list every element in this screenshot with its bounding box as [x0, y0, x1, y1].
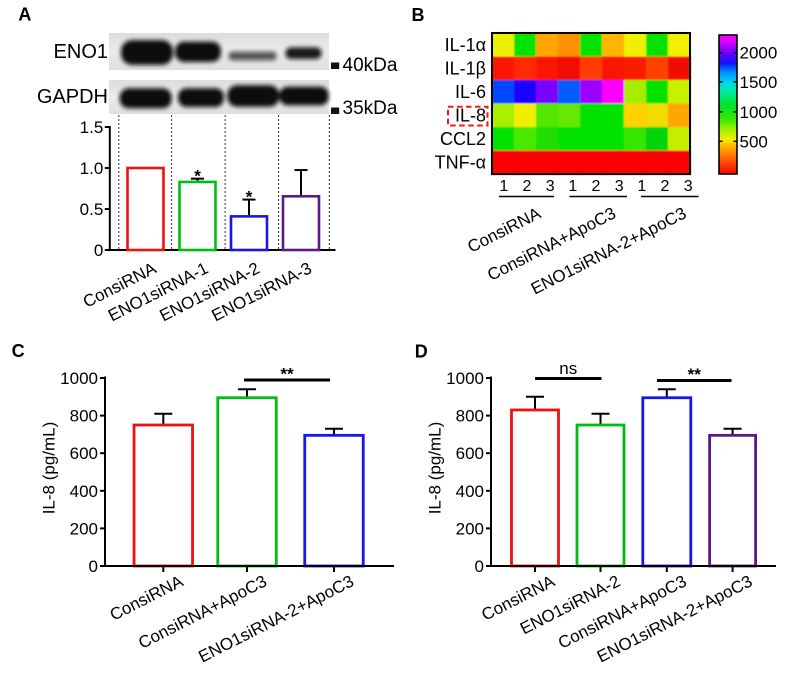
svg-text:500: 500	[740, 132, 768, 151]
svg-text:ENO1: ENO1	[54, 41, 108, 63]
svg-text:200: 200	[456, 519, 484, 538]
svg-text:C: C	[12, 341, 25, 361]
svg-text:**: **	[688, 365, 702, 384]
svg-text:1: 1	[568, 178, 577, 195]
svg-text:TNF-α: TNF-α	[435, 152, 486, 172]
svg-text:1500: 1500	[740, 73, 778, 92]
svg-text:0.5: 0.5	[80, 200, 104, 219]
svg-text:1: 1	[637, 178, 646, 195]
svg-text:*: *	[246, 188, 253, 207]
svg-text:3: 3	[546, 178, 555, 195]
svg-text:3: 3	[615, 178, 624, 195]
svg-text:D: D	[415, 342, 428, 362]
svg-text:2: 2	[592, 178, 601, 195]
svg-text:CCL2: CCL2	[440, 129, 486, 149]
svg-text:1.5: 1.5	[80, 118, 104, 137]
svg-text:200: 200	[70, 519, 98, 538]
svg-text:IL-6: IL-6	[455, 82, 486, 102]
svg-text:IL-8: IL-8	[455, 105, 486, 125]
svg-text:B: B	[412, 5, 425, 25]
svg-text:2: 2	[661, 178, 670, 195]
svg-text:**: **	[280, 365, 294, 384]
svg-text:IL-1β: IL-1β	[445, 58, 486, 78]
svg-text:1000: 1000	[60, 369, 98, 388]
svg-text:0: 0	[475, 557, 484, 576]
svg-text:3: 3	[684, 178, 693, 195]
svg-text:1000: 1000	[740, 103, 778, 122]
svg-text:1000: 1000	[446, 369, 484, 388]
svg-text:400: 400	[70, 482, 98, 501]
svg-text:IL-8 (pg/mL): IL-8 (pg/mL)	[426, 422, 445, 515]
svg-text:*: *	[194, 167, 201, 186]
svg-text:0: 0	[94, 241, 103, 260]
svg-text:40kDa: 40kDa	[343, 55, 398, 76]
svg-text:IL-1α: IL-1α	[445, 35, 486, 55]
svg-text:2: 2	[523, 178, 532, 195]
svg-text:0: 0	[89, 557, 98, 576]
svg-text:1: 1	[499, 178, 508, 195]
svg-text:A: A	[18, 5, 31, 25]
svg-text:600: 600	[456, 444, 484, 463]
svg-text:ENO1siRNA-2+ApoC3: ENO1siRNA-2+ApoC3	[195, 572, 356, 667]
svg-text:2000: 2000	[740, 44, 778, 63]
svg-text:800: 800	[456, 407, 484, 426]
svg-text:ns: ns	[559, 359, 577, 378]
svg-text:1.0: 1.0	[80, 159, 104, 178]
svg-text:GAPDH: GAPDH	[37, 86, 108, 108]
svg-text:800: 800	[70, 407, 98, 426]
svg-text:400: 400	[456, 482, 484, 501]
svg-text:35kDa: 35kDa	[343, 98, 398, 119]
svg-text:600: 600	[70, 444, 98, 463]
svg-text:IL-8 (pg/mL): IL-8 (pg/mL)	[40, 422, 59, 515]
